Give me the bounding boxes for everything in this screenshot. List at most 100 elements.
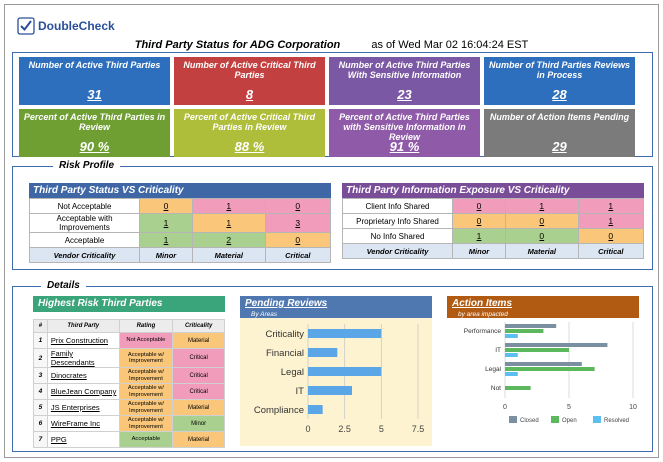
risk-profile-title: Risk Profile (53, 160, 121, 171)
third-party-link[interactable]: WireFrame Inc (46, 415, 120, 432)
kpi-tile[interactable]: Number of Action Items Pending 29 (484, 109, 635, 157)
brand-name-part2: Check (78, 19, 115, 33)
action-items-widget: Action Items by area impacted 0 5 10 Perfor… (447, 296, 647, 446)
pending-reviews-title: Pending Reviews (245, 298, 328, 309)
category-label: Performance (464, 328, 502, 335)
count-cell-link[interactable]: 0 (139, 198, 193, 214)
kpi-value-link[interactable]: 29 (552, 139, 567, 154)
bar (308, 329, 382, 338)
bar (505, 362, 582, 366)
criticality-footer-row: Vendor Criticality Minor Material Critical (29, 247, 332, 263)
pending-reviews-header: Pending Reviews By Areas (240, 296, 432, 318)
criticality-footer-label: Material (504, 243, 579, 259)
criticality-cell: Critical (172, 367, 225, 384)
legend-label: Closed (520, 418, 539, 424)
table-row: 4 BlueJean Company Acceptable w/ Improveme… (33, 383, 225, 400)
count-cell-link[interactable]: 3 (264, 213, 332, 233)
rating-cell: Acceptable w/ Improvement (118, 383, 174, 400)
third-party-link[interactable]: Dinocrates (46, 367, 120, 384)
kpi-label: Percent of Active Third Parties in Revie… (23, 112, 166, 132)
kpi-tile[interactable]: Number of Third Parties Reviews in Proce… (484, 57, 635, 105)
count-cell-link[interactable]: 1 (577, 213, 645, 229)
category-label: Compliance (254, 405, 304, 416)
action-items-header: Action Items by area impacted (447, 296, 639, 318)
third-party-link[interactable]: PPG (46, 431, 120, 448)
count-cell-link[interactable]: 1 (139, 213, 193, 233)
count-cell-link[interactable]: 0 (504, 213, 579, 229)
count-cell-link[interactable]: 0 (577, 228, 645, 244)
kpi-panel: Number of Active Third Parties 31 Number o… (12, 52, 653, 157)
table-row: 3 Dinocrates Acceptable w/ Improvement Crit… (33, 367, 225, 384)
rating-cell: Acceptable w/ Improvement (118, 348, 174, 368)
brand-logo: DoubleCheck (17, 15, 115, 37)
kpi-value-link[interactable]: 8 (245, 87, 254, 102)
third-party-link[interactable]: Prix Construction (46, 332, 120, 349)
criticality-footer-label: Minor (139, 247, 193, 263)
kpi-tile[interactable]: Percent of Active Third Parties with Sen… (329, 109, 480, 157)
rating-cell: Acceptable w/ Improvement (118, 399, 174, 416)
kpi-value-link[interactable]: 90 % (79, 139, 110, 154)
count-cell-link[interactable]: 0 (504, 228, 579, 244)
row-index: 1 (33, 332, 48, 349)
kpi-tile[interactable]: Number of Active Third Parties With Sens… (329, 57, 480, 105)
kpi-value-link[interactable]: 28 (552, 87, 567, 102)
count-cell-link[interactable]: 1 (191, 198, 266, 214)
count-cell-link[interactable]: 1 (191, 213, 266, 233)
bar (505, 367, 595, 371)
legend-swatch (509, 416, 517, 423)
bar (505, 353, 518, 357)
column-header: Third Party (46, 319, 120, 333)
row-index: 3 (33, 367, 48, 384)
third-party-link[interactable]: JS Enterprises (46, 399, 120, 416)
category-label: Not (491, 385, 501, 392)
criticality-footer-label: Material (191, 247, 266, 263)
pending-reviews-chart: 0 2.5 5 7.5 Criticality Financial Legal IT Compl… (254, 324, 425, 434)
kpi-tile[interactable]: Percent of Active Third Parties in Revie… (19, 109, 170, 157)
table-row: 2 Family Descendants Acceptable w/ Improve… (33, 348, 225, 368)
kpi-value-link[interactable]: 91 % (389, 139, 420, 154)
kpi-label: Number of Action Items Pending (489, 112, 630, 122)
criticality-footer-label: Vendor Criticality (29, 247, 140, 263)
bar (505, 372, 518, 376)
action-items-subtitle: by area impacted (458, 311, 508, 318)
kpi-tile[interactable]: Number of Active Critical Third Parties 8 (174, 57, 325, 105)
status-row: Acceptable 1 2 0 (29, 232, 332, 248)
count-cell-link[interactable]: 0 (264, 198, 332, 214)
column-header: # (33, 319, 48, 333)
count-cell-link[interactable]: 1 (577, 198, 645, 214)
legend-swatch (551, 416, 559, 423)
category-label: Legal (485, 366, 501, 373)
x-tick-label: 7.5 (412, 424, 425, 434)
count-cell-link[interactable]: 0 (264, 232, 332, 248)
criticality-footer-row: Vendor Criticality Minor Material Critical (342, 243, 645, 259)
details-panel: Details Highest Risk Third Parties # Thir… (12, 280, 653, 452)
exposure-table-title: Third Party Information Exposure VS Crit… (342, 183, 644, 198)
count-cell-link[interactable]: 0 (452, 198, 506, 214)
count-cell-link[interactable]: 2 (191, 232, 266, 248)
count-cell-link[interactable]: 1 (504, 198, 579, 214)
count-cell-link[interactable]: 0 (452, 213, 506, 229)
third-party-link[interactable]: Family Descendants (46, 348, 120, 368)
row-label: Proprietary Info Shared (342, 213, 453, 229)
details-title: Details (41, 280, 86, 291)
count-cell-link[interactable]: 1 (452, 228, 506, 244)
kpi-value-link[interactable]: 31 (87, 87, 102, 102)
kpi-label: Number of Active Third Parties With Sens… (338, 60, 471, 80)
kpi-tile[interactable]: Percent of Active Critical Third Parties… (174, 109, 325, 157)
rating-cell: Acceptable w/ Improvement (118, 367, 174, 384)
kpi-value-link[interactable]: 88 % (234, 139, 265, 154)
kpi-tile[interactable]: Number of Active Third Parties 31 (19, 57, 170, 105)
kpi-value-link[interactable]: 23 (397, 87, 412, 102)
rating-cell: Acceptable w/ Improvement (118, 415, 174, 432)
bar (505, 343, 608, 347)
table-row: 1 Prix Construction Not Acceptable Material (33, 332, 225, 349)
criticality-footer-label: Minor (452, 243, 506, 259)
count-cell-link[interactable]: 1 (139, 232, 193, 248)
pending-reviews-widget: Pending Reviews By Areas 0 2.5 5 7.5 Critica… (240, 296, 432, 446)
legend-swatch (593, 416, 601, 423)
category-label: Legal (281, 367, 304, 378)
row-index: 6 (33, 415, 48, 432)
third-party-link[interactable]: BlueJean Company (46, 383, 120, 400)
category-label: IT (296, 386, 305, 397)
row-index: 5 (33, 399, 48, 416)
